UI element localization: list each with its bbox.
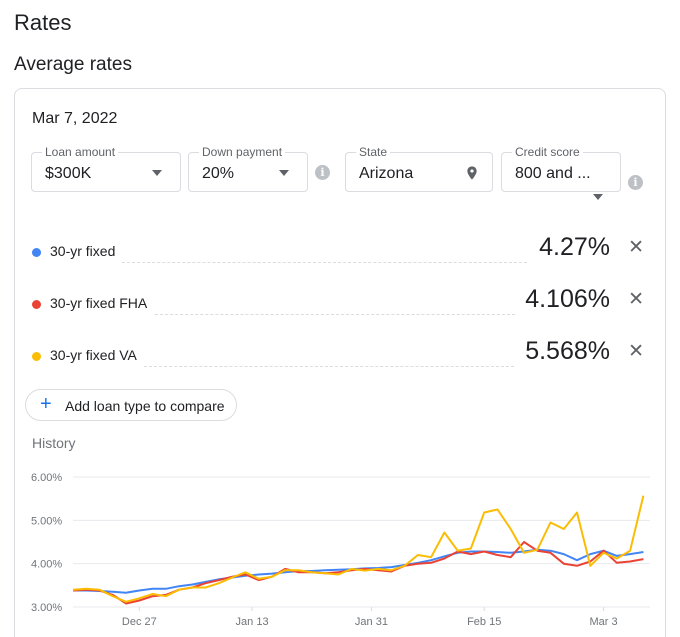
chevron-down-icon bbox=[152, 170, 162, 176]
rate-leader bbox=[122, 262, 527, 263]
rates-date: Mar 7, 2022 bbox=[32, 110, 118, 127]
state-value: Arizona bbox=[359, 165, 414, 182]
rate-value: 5.568% bbox=[525, 337, 610, 365]
close-icon[interactable]: ✕ bbox=[628, 237, 644, 258]
add-loan-type-button[interactable]: + Add loan type to compare bbox=[25, 389, 237, 421]
series-line-30-yr-fixed-va bbox=[72, 495, 645, 603]
down-payment-value: 20% bbox=[202, 165, 235, 182]
location-pin-icon[interactable] bbox=[464, 164, 480, 182]
x-tick-label: Mar 3 bbox=[590, 616, 618, 628]
close-icon[interactable]: ✕ bbox=[628, 289, 644, 310]
rate-name: 30-yr fixed bbox=[50, 243, 116, 259]
series-dot bbox=[32, 300, 41, 309]
rate-name: 30-yr fixed FHA bbox=[50, 295, 148, 311]
add-loan-type-label: Add loan type to compare bbox=[65, 398, 225, 414]
section-title: Average rates bbox=[14, 54, 132, 75]
loan-amount-value: $300K bbox=[45, 165, 92, 182]
rate-row-30yr-fixed-fha: 30-yr fixed FHA 4.106% ✕ bbox=[32, 285, 652, 319]
page-title: Rates bbox=[14, 10, 72, 35]
series-dot bbox=[32, 352, 41, 361]
down-payment-select[interactable]: Down payment 20% bbox=[188, 145, 308, 192]
rate-value: 4.106% bbox=[525, 285, 610, 313]
x-tick-label: Feb 15 bbox=[467, 616, 501, 628]
rate-leader bbox=[144, 366, 514, 367]
down-payment-label: Down payment bbox=[199, 145, 286, 159]
y-tick-label: 4.00% bbox=[31, 559, 62, 571]
rate-leader bbox=[155, 314, 515, 315]
rate-row-30yr-fixed: 30-yr fixed 4.27% ✕ bbox=[32, 233, 652, 267]
state-select[interactable]: State Arizona bbox=[345, 145, 493, 192]
rate-name: 30-yr fixed VA bbox=[50, 347, 137, 363]
x-tick-label: Jan 13 bbox=[236, 616, 269, 628]
rate-row-30yr-fixed-va: 30-yr fixed VA 5.568% ✕ bbox=[32, 337, 652, 371]
history-label: History bbox=[32, 435, 76, 451]
loan-amount-select[interactable]: Loan amount $300K bbox=[31, 145, 181, 192]
credit-score-label: Credit score bbox=[512, 145, 583, 159]
y-tick-label: 3.00% bbox=[31, 602, 62, 614]
y-tick-label: 6.00% bbox=[31, 472, 62, 484]
y-tick-label: 5.00% bbox=[31, 515, 62, 527]
info-icon[interactable]: i bbox=[628, 175, 643, 190]
plus-icon: + bbox=[40, 393, 52, 415]
state-label: State bbox=[356, 145, 391, 159]
series-dot bbox=[32, 248, 41, 257]
history-chart: 6.00% 5.00% 4.00% 3.00% Dec 27 Jan 13 Jan 31 Fe… bbox=[31, 472, 650, 628]
x-tick-label: Dec 27 bbox=[122, 616, 157, 628]
series-line-30-yr-fixed bbox=[73, 548, 644, 594]
chevron-down-icon bbox=[279, 170, 289, 176]
rates-card: Mar 7, 2022 Loan amount $300K Down payme… bbox=[14, 88, 666, 637]
x-tick-label: Jan 31 bbox=[355, 616, 388, 628]
credit-score-select[interactable]: Credit score 800 and ... bbox=[501, 145, 621, 192]
info-icon[interactable]: i bbox=[315, 165, 330, 180]
close-icon[interactable]: ✕ bbox=[628, 341, 644, 362]
loan-amount-label: Loan amount bbox=[42, 145, 119, 159]
credit-score-value: 800 and ... bbox=[515, 165, 591, 182]
chevron-down-icon[interactable] bbox=[593, 194, 603, 200]
rate-value: 4.27% bbox=[539, 233, 610, 261]
